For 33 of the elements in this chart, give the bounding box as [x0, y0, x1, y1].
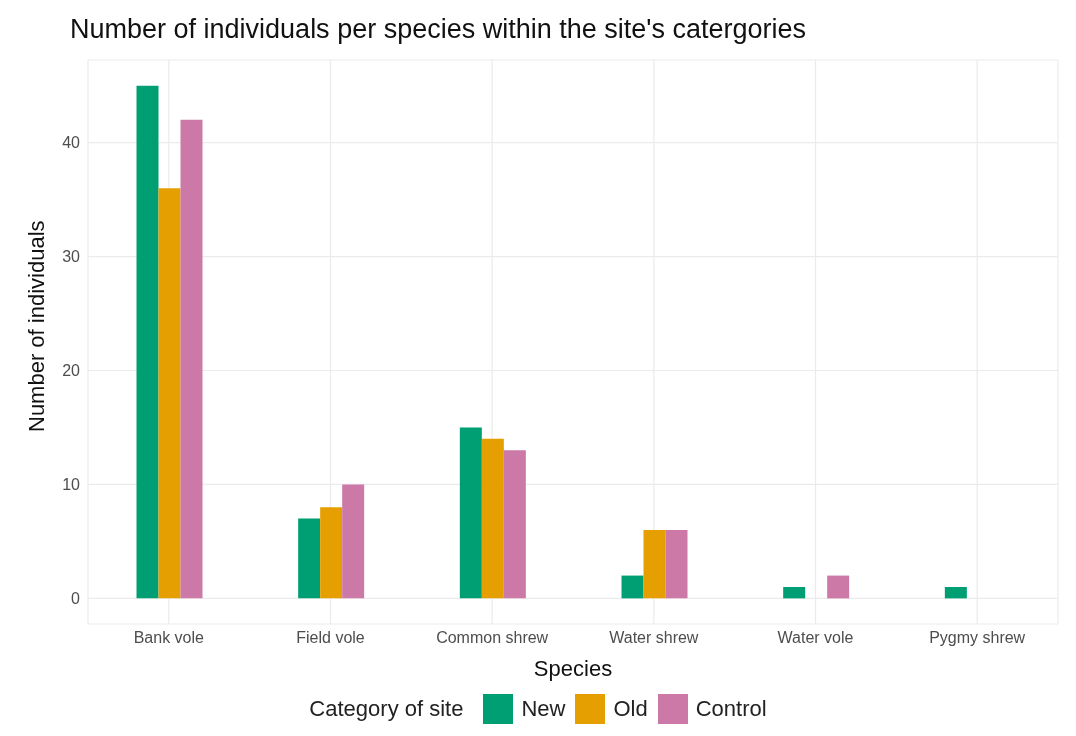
y-axis-title: Number of individuals: [23, 220, 49, 432]
x-tick-label: Bank vole: [133, 629, 205, 647]
legend-label: Old: [613, 696, 648, 722]
legend-label: New: [521, 696, 566, 722]
bar: [944, 586, 967, 599]
bar: [481, 438, 504, 599]
y-tick-label: 20: [62, 362, 81, 380]
x-tick-label: Water shrew: [609, 629, 699, 647]
bar: [158, 188, 181, 599]
y-tick-label: 30: [62, 248, 81, 266]
bar: [503, 450, 526, 599]
chart-title: Number of individuals per species within the site's catergories: [69, 13, 807, 46]
bar: [783, 586, 806, 599]
x-tick-label: Water vole: [777, 629, 854, 647]
y-tick-label: 10: [62, 476, 81, 494]
bar: [621, 575, 644, 599]
bar: [136, 85, 159, 599]
bar: [342, 484, 365, 599]
x-tick-label: Common shrew: [436, 629, 549, 647]
bar: [298, 518, 321, 599]
bar: [320, 507, 343, 599]
bar: [665, 530, 688, 599]
bar: [827, 575, 850, 599]
bar: [180, 119, 203, 599]
y-tick-label: 40: [62, 134, 81, 152]
x-axis-title: Species: [533, 656, 613, 681]
legend-title: Category of site: [309, 696, 464, 722]
legend-label: Control: [695, 696, 767, 722]
x-tick-label: Pygmy shrew: [929, 629, 1026, 647]
x-tick-label: Field vole: [296, 629, 365, 647]
bar: [459, 427, 482, 599]
y-tick-label: 0: [71, 590, 81, 608]
bar: [643, 530, 666, 599]
